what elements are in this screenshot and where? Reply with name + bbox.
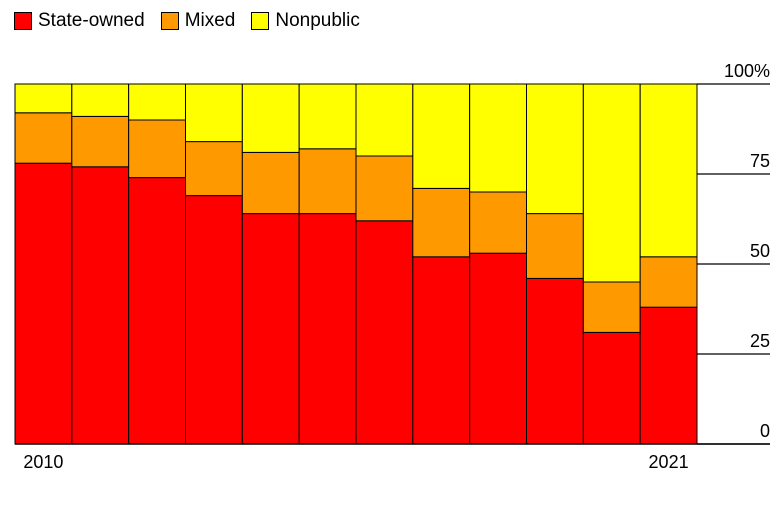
bar-nonpublic-2015 <box>298 83 357 150</box>
legend-swatch <box>14 12 32 30</box>
y-tick-label-100: 100% <box>724 61 770 81</box>
bar-nonpublic-2020 <box>582 83 641 283</box>
bar-nonpublic-2016 <box>355 83 414 157</box>
bar-mixed-2018 <box>469 191 527 254</box>
bar-mixed-2021 <box>639 256 698 308</box>
legend-label: Nonpublic <box>275 10 360 31</box>
bar-nonpublic-2011 <box>71 83 130 117</box>
bar-state-owned-2013 <box>185 195 243 445</box>
bar-nonpublic-2014 <box>241 83 300 153</box>
legend-item-state-owned: State-owned <box>14 10 145 32</box>
bar-mixed-2016 <box>355 155 414 222</box>
bar-nonpublic-2019 <box>526 83 584 215</box>
bar-state-owned-2012 <box>128 177 187 445</box>
bar-state-owned-2020 <box>582 331 641 445</box>
legend-swatch <box>160 12 179 30</box>
bar-state-owned-2015 <box>298 213 357 445</box>
bar-mixed-2019 <box>526 213 584 279</box>
bar-state-owned-2011 <box>71 166 130 445</box>
bar-state-owned-2018 <box>469 252 527 445</box>
bar-mixed-2011 <box>71 115 130 168</box>
y-tick-label-25: 25 <box>750 331 770 351</box>
bar-mixed-2015 <box>298 148 357 215</box>
bar-nonpublic-2010 <box>14 83 73 114</box>
bar-state-owned-2014 <box>241 213 300 445</box>
bar-nonpublic-2013 <box>185 83 243 143</box>
bar-mixed-2012 <box>128 119 187 179</box>
legend-swatch <box>251 12 270 30</box>
legend-label: State-owned <box>38 10 145 31</box>
bar-state-owned-2021 <box>639 306 698 445</box>
y-tick-label-50: 50 <box>750 241 770 261</box>
bar-mixed-2010 <box>14 112 73 164</box>
bar-state-owned-2010 <box>14 162 73 445</box>
bar-mixed-2017 <box>412 187 471 258</box>
bar-state-owned-2016 <box>355 220 414 445</box>
y-tick-label-75: 75 <box>750 151 770 171</box>
y-tick-label-0: 0 <box>760 421 770 441</box>
bar-nonpublic-2018 <box>469 83 527 193</box>
legend-item-mixed: Mixed <box>160 10 236 32</box>
bar-nonpublic-2012 <box>128 83 187 121</box>
legend-item-nonpublic: Nonpublic <box>251 10 360 32</box>
x-tick-label-2021: 2021 <box>649 452 689 472</box>
legend-label: Mixed <box>184 10 236 31</box>
bar-mixed-2014 <box>241 151 300 215</box>
bar-nonpublic-2017 <box>412 83 471 189</box>
chart-legend: State-owned Mixed Nonpublic <box>14 10 360 32</box>
x-tick-label-2010: 2010 <box>23 452 63 472</box>
bar-state-owned-2019 <box>526 277 584 445</box>
bar-mixed-2020 <box>582 281 641 333</box>
bar-mixed-2013 <box>185 141 243 197</box>
bar-nonpublic-2021 <box>639 83 698 258</box>
bar-state-owned-2017 <box>412 256 471 445</box>
